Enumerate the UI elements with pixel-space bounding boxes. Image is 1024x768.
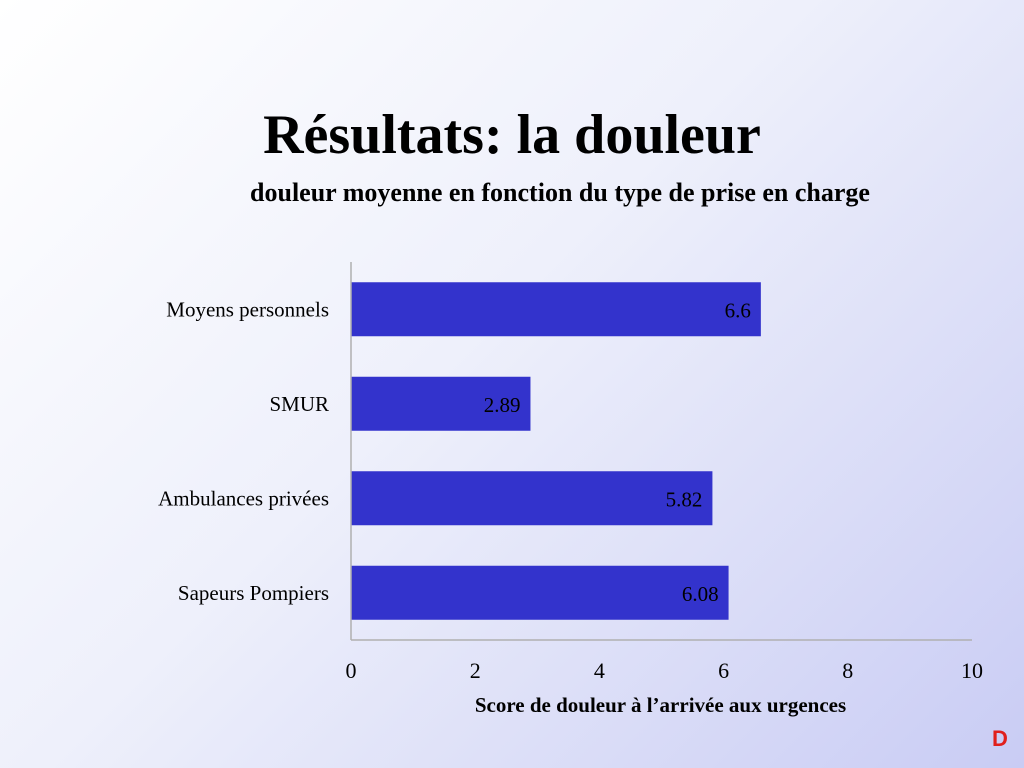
category-label-1: SMUR — [269, 392, 329, 416]
bar-0 — [351, 282, 761, 337]
labels-layer: 6.6 Moyens personnels 2.89 SMUR 5.82 Ambulanc… — [158, 297, 751, 606]
bar-2 — [351, 471, 713, 526]
x-tick-label-1: 2 — [470, 658, 481, 683]
slide-title: Résultats: la douleur — [263, 104, 761, 166]
bar-1 — [351, 376, 531, 431]
chart-title: douleur moyenne en fonction du type de p… — [250, 178, 870, 207]
x-ticks: 0 2 4 6 8 10 — [346, 658, 984, 683]
bars-layer — [351, 282, 761, 620]
x-tick-label-0: 0 — [346, 658, 357, 683]
bar-value-label-0: 6.6 — [725, 298, 751, 322]
category-label-3: Sapeurs Pompiers — [178, 581, 329, 605]
x-axis-title: Score de douleur à l’arrivée aux urgence… — [475, 693, 846, 717]
x-tick-label-2: 4 — [594, 658, 605, 683]
bar-3 — [351, 565, 729, 620]
category-label-0: Moyens personnels — [166, 297, 329, 321]
bar-value-label-2: 5.82 — [666, 487, 703, 511]
x-tick-label-3: 6 — [718, 658, 729, 683]
x-tick-label-5: 10 — [961, 658, 983, 683]
x-tick-label-4: 8 — [842, 658, 853, 683]
bar-value-label-1: 2.89 — [484, 393, 521, 417]
category-label-2: Ambulances privées — [158, 486, 329, 510]
corner-mark: D — [992, 726, 1008, 751]
bar-value-label-3: 6.08 — [682, 582, 719, 606]
